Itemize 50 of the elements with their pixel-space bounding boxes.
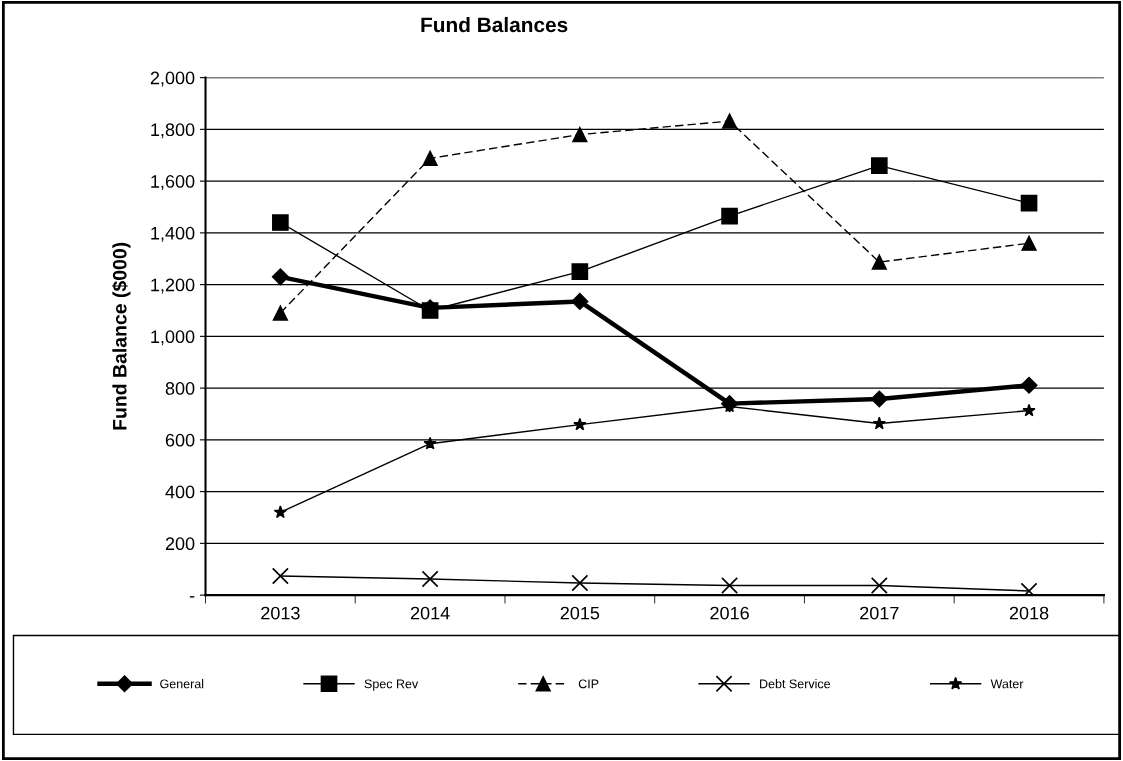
point [271,567,289,585]
point [273,505,288,519]
point [870,577,888,595]
y-tick-label: 1,000 [151,330,195,346]
point [422,150,438,166]
y-axis-title: Fund Balance ($000) [112,242,131,430]
y-tick-label: - [189,596,195,598]
y-tick-label: 1,600 [151,175,195,190]
point [421,570,439,588]
point [1020,582,1038,596]
legend-label: Spec Rev [364,679,419,691]
x-tick-label: 2014 [410,606,450,620]
point [871,254,887,270]
y-tick-label: 1,200 [151,278,195,294]
point [573,417,587,431]
point [271,268,289,286]
point [721,207,738,225]
point [572,126,588,143]
y-tick-label: 600 [165,433,195,447]
point [571,263,589,281]
y-tick-label: 2,000 [150,71,195,87]
point [870,390,888,408]
point [272,305,289,321]
legend-label: Debt Service [760,679,831,689]
point [870,157,888,174]
x-tick-label: 2018 [1009,606,1049,620]
point [571,574,589,592]
point [721,577,739,595]
point [1020,376,1038,394]
y-tick-label: 400 [165,485,195,499]
y-tick-label: 800 [165,382,195,395]
x-tick-label: 2017 [860,606,899,620]
point [721,113,738,129]
legend-label: General [160,679,204,689]
point [423,436,437,450]
chart-title: Fund Balances [421,16,568,33]
x-tick-label: 2013 [261,606,300,620]
legend-label: Water [990,679,1024,689]
point [872,416,886,430]
point [1022,403,1036,417]
y-tick-label: 1,400 [151,226,195,242]
x-tick-label: 2016 [710,606,749,620]
y-tick-label: 200 [165,537,195,551]
point [571,292,589,310]
point [272,214,289,231]
point [1021,235,1037,251]
y-tick-label: 1,800 [151,123,195,139]
legend-label: CIP [578,679,599,689]
point [1020,194,1038,212]
x-tick-label: 2015 [560,606,600,620]
